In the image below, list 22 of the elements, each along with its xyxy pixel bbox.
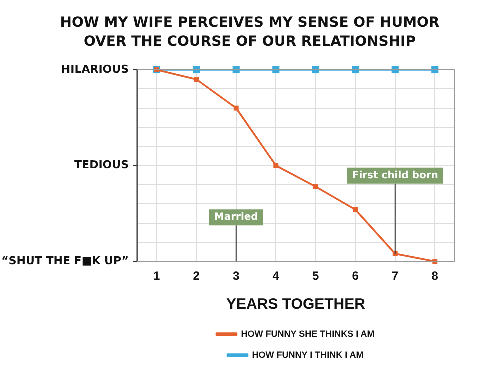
legend-label: HOW FUNNY SHE THINKS I AM	[241, 328, 375, 339]
chart-title: HOW MY WIFE PERCEIVES MY SENSE OF HUMOR OVER THE COURSE OF OUR RELATIONSHIP	[60, 14, 440, 52]
annotation: Married	[214, 212, 258, 224]
x-tick-label: 5	[312, 269, 320, 284]
text: TEDIOUS	[74, 158, 130, 172]
point	[353, 207, 358, 212]
text: HILARIOUS	[61, 62, 130, 76]
point	[234, 106, 239, 111]
x-tick-label: 2	[193, 269, 200, 284]
x-axis-title: YEARS TOGETHER	[226, 296, 366, 314]
point	[194, 77, 200, 82]
point	[313, 184, 318, 190]
x-tick-label: 8	[432, 269, 439, 284]
x-tick-label: 4	[272, 269, 280, 284]
annotation: First child born	[352, 170, 438, 182]
x-tick-label: 7	[392, 269, 400, 284]
text: “SHUT THE F■K UP”	[2, 254, 129, 268]
x-tick-label: 3	[233, 269, 240, 284]
point	[274, 163, 279, 168]
x-tick-label: 1	[154, 269, 161, 284]
legend-label: HOW FUNNY I THINK I AM	[252, 350, 364, 360]
x-tick-label: 6	[352, 269, 360, 284]
